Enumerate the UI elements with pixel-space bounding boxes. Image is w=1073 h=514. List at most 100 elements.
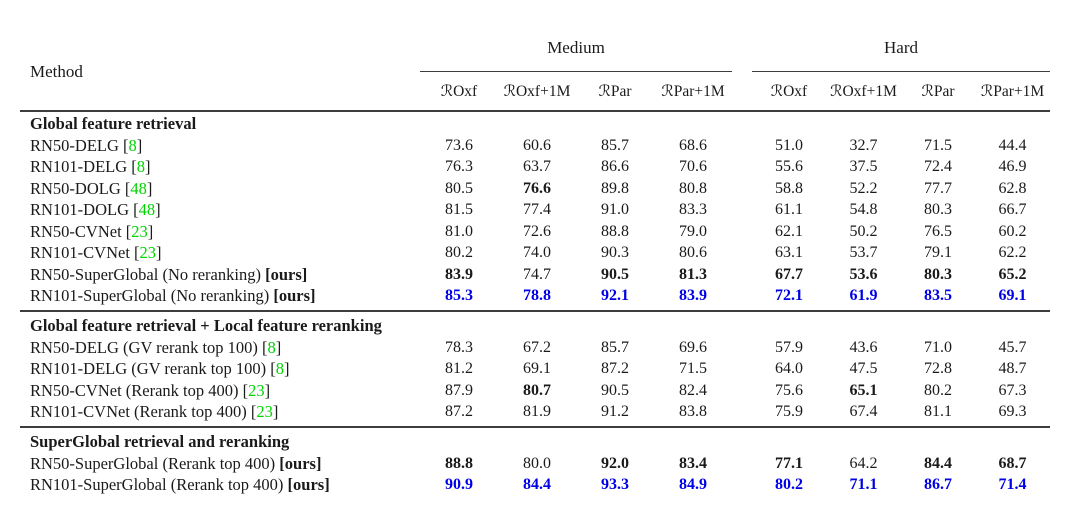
column-group-row: Medium Hard bbox=[20, 26, 1050, 60]
ours-tag: [ours] bbox=[269, 286, 316, 306]
metric-value: 84.4 bbox=[523, 476, 551, 494]
method-name: RN101-DOLG bbox=[30, 200, 129, 220]
citation-bracket: [ bbox=[266, 359, 276, 379]
column-header-rpar1m-medium: ℛPar+1M bbox=[661, 82, 725, 100]
citation-ref[interactable]: 48 bbox=[130, 178, 147, 198]
citation-ref[interactable]: 23 bbox=[256, 402, 273, 422]
metric-value: 32.7 bbox=[849, 136, 878, 154]
metric-value: 48.7 bbox=[998, 360, 1027, 378]
section-title: Global feature retrieval + Local feature… bbox=[30, 315, 382, 335]
metric-value: 72.8 bbox=[924, 360, 952, 378]
metric-value: 87.2 bbox=[445, 403, 473, 421]
citation-ref[interactable]: 23 bbox=[131, 221, 148, 241]
metric-value: 91.2 bbox=[601, 403, 629, 421]
metric-value: 80.6 bbox=[679, 244, 707, 262]
metric-value: 87.2 bbox=[601, 360, 629, 378]
metric-value: 78.3 bbox=[445, 338, 473, 356]
metric-value: 50.2 bbox=[849, 222, 878, 240]
citation-ref[interactable]: 23 bbox=[248, 380, 265, 400]
metric-value: 81.5 bbox=[445, 201, 473, 219]
column-header-roxf-medium: ℛOxf bbox=[440, 82, 478, 100]
metric-value: 92.0 bbox=[601, 454, 629, 472]
metric-value: 60.6 bbox=[523, 136, 551, 154]
method-label: RN101-DELG (GV rerank top 100) [8] bbox=[20, 359, 420, 379]
citation-bracket: [ bbox=[127, 157, 137, 177]
citation-bracket: [ bbox=[246, 402, 257, 422]
citation-ref[interactable]: 8 bbox=[136, 157, 146, 177]
method-name: RN50-SuperGlobal (No reranking) bbox=[30, 264, 261, 284]
method-label: RN50-DELG (GV rerank top 100) [8] bbox=[20, 338, 420, 358]
metric-value: 86.7 bbox=[924, 476, 952, 494]
column-header-roxf-hard: ℛOxf bbox=[770, 82, 808, 100]
citation-bracket: [ bbox=[118, 135, 129, 155]
method-label: RN101-DELG [8] bbox=[20, 157, 420, 177]
section-divider-rule bbox=[20, 426, 1050, 428]
citation-bracket: [ bbox=[129, 243, 140, 263]
method-label: RN50-CVNet [23] bbox=[20, 222, 420, 242]
method-name: RN101-DELG bbox=[30, 157, 128, 177]
citation-bracket: [ bbox=[121, 221, 132, 241]
method-label: RN101-DOLG [48] bbox=[20, 200, 420, 220]
metric-value: 53.7 bbox=[849, 244, 878, 262]
section-title: SuperGlobal retrieval and reranking bbox=[30, 431, 290, 451]
metric-value: 71.0 bbox=[924, 338, 952, 356]
metric-value: 83.4 bbox=[679, 454, 707, 472]
citation-bracket: ] bbox=[136, 135, 143, 155]
metric-value: 80.2 bbox=[445, 244, 473, 262]
metric-value: 83.5 bbox=[924, 287, 952, 305]
metric-value: 85.7 bbox=[601, 338, 629, 356]
metric-value: 60.2 bbox=[998, 222, 1027, 240]
header-rule bbox=[20, 110, 1050, 112]
metric-value: 47.5 bbox=[849, 360, 878, 378]
metric-value: 85.3 bbox=[445, 287, 473, 305]
method-label: RN101-SuperGlobal (Rerank top 400) [ours… bbox=[20, 475, 420, 495]
column-group-hard: Hard bbox=[884, 38, 918, 57]
metric-value: 84.9 bbox=[679, 476, 707, 494]
metric-value: 64.2 bbox=[849, 454, 878, 472]
section-header-row: Global feature retrieval bbox=[20, 112, 1050, 135]
metric-value: 76.6 bbox=[523, 179, 551, 197]
metric-value: 80.5 bbox=[445, 179, 473, 197]
metric-value: 53.6 bbox=[849, 265, 878, 283]
metric-value: 80.0 bbox=[523, 454, 551, 472]
metric-value: 37.5 bbox=[849, 158, 878, 176]
metric-value: 79.0 bbox=[679, 222, 707, 240]
method-name: RN101-SuperGlobal (No reranking) bbox=[30, 286, 270, 306]
citation-bracket: [ bbox=[129, 200, 139, 220]
metric-value: 51.0 bbox=[775, 136, 803, 154]
section-divider-rule bbox=[20, 310, 1050, 312]
table-row: RN101-CVNet (Rerank top 400) [23] 87.2 81.… bbox=[20, 402, 1050, 424]
metric-value: 75.9 bbox=[775, 403, 803, 421]
citation-ref[interactable]: 8 bbox=[128, 135, 137, 155]
method-label: RN50-SuperGlobal (No reranking) [ours] bbox=[20, 265, 420, 285]
group-rules-row bbox=[20, 60, 1050, 74]
metric-value: 90.3 bbox=[601, 244, 629, 262]
metric-value: 90.5 bbox=[601, 265, 629, 283]
metric-value: 67.4 bbox=[849, 403, 878, 421]
citation-ref[interactable]: 8 bbox=[267, 337, 276, 357]
citation-bracket: ] bbox=[156, 243, 162, 263]
method-label: RN50-SuperGlobal (Rerank top 400) [ours] bbox=[20, 454, 420, 474]
metric-value: 80.7 bbox=[523, 381, 551, 399]
metric-value: 76.3 bbox=[445, 158, 473, 176]
metric-value: 44.4 bbox=[998, 136, 1027, 154]
metric-value: 61.1 bbox=[775, 201, 803, 219]
citation-ref[interactable]: 48 bbox=[138, 200, 156, 220]
citation-ref[interactable]: 8 bbox=[275, 359, 285, 379]
metric-value: 85.7 bbox=[601, 136, 629, 154]
table-row: RN101-DELG (GV rerank top 100) [8] 81.2 69… bbox=[20, 359, 1050, 381]
metric-value: 72.4 bbox=[924, 158, 952, 176]
ours-tag: [ours] bbox=[260, 264, 308, 284]
metric-value: 73.6 bbox=[445, 136, 473, 154]
citation-bracket: ] bbox=[147, 221, 154, 241]
metric-value: 71.5 bbox=[924, 136, 952, 154]
method-name: RN50-DELG (GV rerank top 100) bbox=[30, 337, 258, 357]
column-header-roxf1m-medium: ℛOxf+1M bbox=[503, 82, 571, 100]
column-header-rpar-hard: ℛPar bbox=[921, 82, 955, 100]
metric-value: 90.9 bbox=[445, 476, 473, 494]
method-label: RN101-CVNet (Rerank top 400) [23] bbox=[20, 402, 420, 422]
metric-value: 88.8 bbox=[445, 454, 473, 472]
citation-ref[interactable]: 23 bbox=[139, 243, 157, 263]
section-header-row: SuperGlobal retrieval and reranking bbox=[20, 430, 1050, 453]
